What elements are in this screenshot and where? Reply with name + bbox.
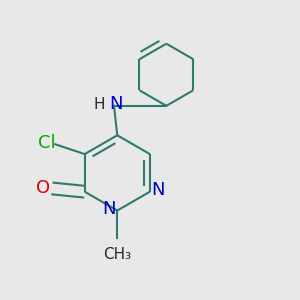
- Text: N: N: [109, 95, 122, 113]
- Text: N: N: [102, 200, 116, 218]
- Text: Cl: Cl: [38, 134, 56, 152]
- Text: N: N: [151, 181, 165, 199]
- Text: H: H: [94, 97, 105, 112]
- Text: CH₃: CH₃: [103, 247, 131, 262]
- Text: O: O: [36, 179, 50, 197]
